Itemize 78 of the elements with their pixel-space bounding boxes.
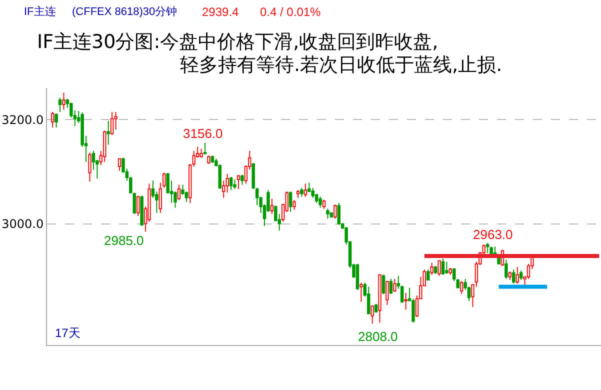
candlestick: [512, 269, 516, 284]
candlestick: [181, 184, 184, 196]
candlestick: [50, 111, 54, 128]
candlestick: [114, 111, 118, 130]
candlestick: [229, 176, 233, 190]
candlestick: [54, 112, 58, 128]
text: IF主连: [24, 5, 56, 18]
candlestick: [62, 92, 66, 110]
candlestick: [404, 292, 408, 310]
candlestick: [103, 130, 106, 162]
candlestick: [311, 187, 314, 198]
candlestick: [184, 191, 188, 202]
candlestick: [218, 164, 222, 190]
candlestick: [207, 155, 210, 164]
candlestick: [508, 271, 512, 280]
candlestick: [445, 261, 448, 274]
candlestick: [88, 152, 92, 182]
candlestick: [110, 111, 114, 136]
candlestick: [140, 195, 144, 226]
candlestick: [136, 195, 140, 216]
candlestick: [106, 120, 110, 146]
candlestick: [70, 102, 73, 118]
candlestick: [148, 183, 151, 222]
candlestick: [162, 172, 166, 188]
candlestick: [519, 270, 523, 280]
candlestick: [412, 298, 415, 324]
candlestick: [177, 184, 181, 200]
candlestick: [322, 199, 326, 210]
annotation: 3156.0: [183, 126, 223, 141]
candlestick: [288, 191, 292, 212]
candlestick: [174, 191, 177, 208]
candlestick: [430, 262, 434, 276]
candlestick: [155, 191, 158, 214]
candlestick: [304, 183, 308, 198]
candlestick: [300, 187, 304, 198]
candlestick: [166, 172, 170, 194]
candlestick: [188, 163, 192, 204]
annotation: 17天: [55, 326, 80, 340]
candlestick: [382, 274, 386, 295]
chart-title: IF主连30分图:今盘中价格下滑,收盘回到昨收盘,: [37, 31, 438, 53]
candlestick: [233, 179, 236, 190]
candlestick: [374, 303, 378, 314]
candlestick: [203, 142, 207, 156]
candlestick: [80, 112, 84, 148]
candlestick: [200, 148, 203, 158]
candlestick: [400, 285, 404, 304]
candlestick: [240, 174, 244, 186]
y-tick-label: 3200.0: [2, 112, 44, 127]
candlestick: [92, 150, 96, 170]
candlestick: [226, 173, 229, 194]
candlestick: [356, 263, 360, 290]
candlestick: [389, 278, 393, 295]
y-tick-label: 3000.0: [2, 216, 44, 231]
text: 0.4 / 0.01%: [260, 5, 322, 19]
candlestick: [326, 208, 330, 220]
candlestick: [58, 97, 62, 112]
text: (CFFEX 8618)30分钟: [72, 6, 178, 18]
candlestick: [292, 199, 296, 210]
candlestick: [270, 198, 274, 214]
chart-subtitle: 轻多持有等待.若次日收低于蓝线,止损.: [180, 54, 502, 76]
candlestick: [337, 202, 340, 226]
candlestick: [360, 282, 363, 302]
candlestick: [504, 259, 508, 280]
candlestick: [500, 249, 504, 266]
candlestick: [393, 278, 396, 292]
annotation: 2808.0: [358, 329, 398, 344]
annotation: 2985.0: [104, 233, 144, 248]
candlestick: [460, 280, 464, 295]
candlestick: [236, 174, 240, 190]
candlestick: [334, 204, 337, 220]
text: 2939.4: [202, 5, 240, 19]
annotation: 2963.0: [473, 227, 513, 242]
candlestick: [151, 180, 155, 198]
candlestick: [318, 196, 322, 208]
candlestick: [516, 266, 519, 284]
candlestick: [210, 155, 214, 164]
candlestick: [222, 180, 226, 198]
candlestick: [448, 268, 452, 276]
